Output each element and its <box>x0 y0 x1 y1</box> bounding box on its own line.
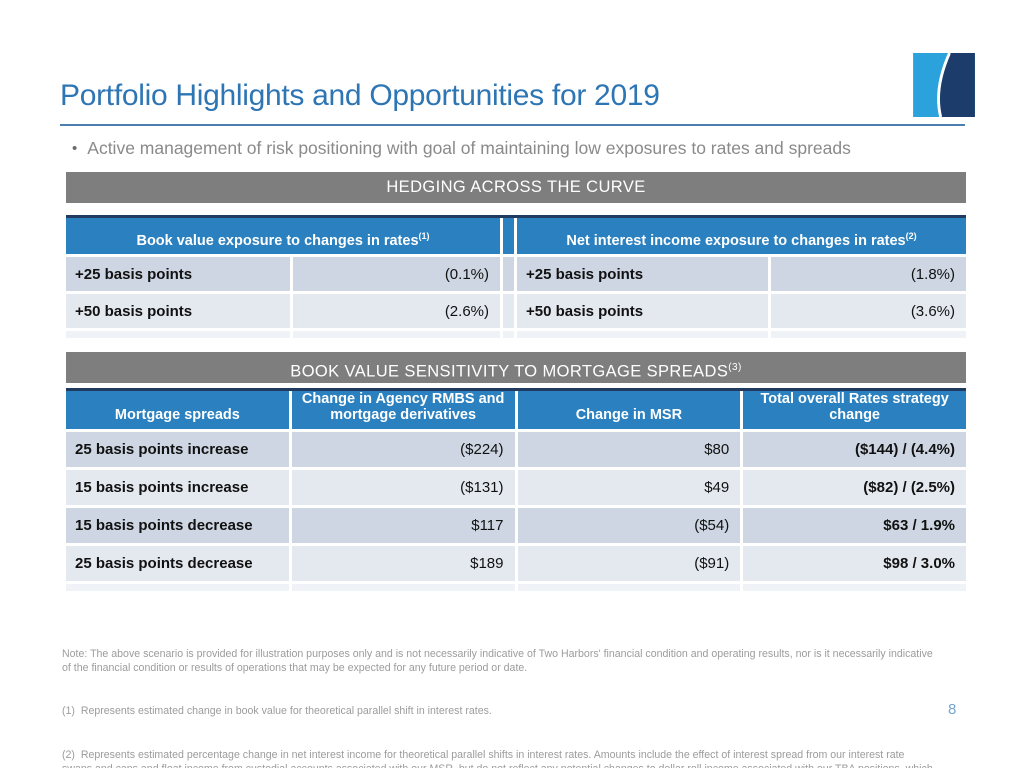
table-cell: +50 basis points <box>517 294 768 328</box>
hedging-right-header-footnote-ref: (2) <box>905 230 917 241</box>
hedging-left-table-header: Book value exposure to changes in rates(… <box>66 218 500 254</box>
page-number: 8 <box>948 701 957 718</box>
hedging-spacer-cell <box>503 257 514 291</box>
sensitivity-table-top-border <box>66 388 966 391</box>
bullet-text: Active management of risk positioning wi… <box>87 138 851 158</box>
hedging-spacer-cell <box>503 294 514 328</box>
footnote-note: Note: The above scenario is provided for… <box>62 647 936 675</box>
section-header-sensitivity-label: BOOK VALUE SENSITIVITY TO MORTGAGE SPREA… <box>290 362 729 381</box>
table-cell: +50 basis points <box>66 294 290 328</box>
table-bottom-strip <box>771 331 966 338</box>
table-cell: $49 <box>517 470 741 505</box>
hedging-spacer-header <box>503 218 514 254</box>
table-cell: (0.1%) <box>293 257 500 291</box>
hedging-left-header-label: Book value exposure to changes in rates <box>136 232 419 249</box>
table-cell: +25 basis points <box>517 257 768 291</box>
table-cell: 25 basis points increase <box>66 432 289 467</box>
table-bottom-strip <box>66 584 289 591</box>
section-header-sensitivity-footnote-ref: (3) <box>728 362 742 373</box>
section-header-sensitivity: BOOK VALUE SENSITIVITY TO MORTGAGE SPREA… <box>66 352 966 383</box>
table-cell: 15 basis points increase <box>66 470 289 505</box>
table-cell: ($131) <box>291 470 515 505</box>
table-cell: $98 / 3.0% <box>743 546 966 581</box>
table-cell: $189 <box>291 546 515 581</box>
table-cell: +25 basis points <box>66 257 290 291</box>
hedging-tables: Book value exposure to changes in rates(… <box>66 215 966 338</box>
table-cell: (1.8%) <box>771 257 966 291</box>
column-header-msr-change: Change in MSR <box>517 391 741 429</box>
sensitivity-table: Mortgage spreads Change in Agency RMBS a… <box>66 388 966 591</box>
bullet-icon: • <box>72 140 78 157</box>
footnote-1: (1) Represents estimated change in book … <box>62 705 492 718</box>
column-header-mortgage-spreads: Mortgage spreads <box>66 391 289 429</box>
hedging-right-table-header: Net interest income exposure to changes … <box>517 218 966 254</box>
table-bottom-strip <box>517 331 768 338</box>
table-bottom-strip <box>293 331 500 338</box>
table-cell: ($144) / (4.4%) <box>743 432 966 467</box>
column-header-total-change: Total overall Rates strategy change <box>743 391 966 429</box>
two-harbors-logo-icon <box>913 52 975 118</box>
table-cell: (3.6%) <box>771 294 966 328</box>
table-bottom-strip <box>517 584 741 591</box>
table-cell: ($54) <box>517 508 741 543</box>
table-bottom-strip <box>743 584 966 591</box>
section-header-hedging-label: HEDGING ACROSS THE CURVE <box>386 178 646 196</box>
table-cell: (2.6%) <box>293 294 500 328</box>
hedging-right-header-label: Net interest income exposure to changes … <box>566 232 906 249</box>
bullet-item: • Active management of risk positioning w… <box>72 138 972 159</box>
column-header-rmbs-change: Change in Agency RMBS and mortgage deriv… <box>291 391 515 429</box>
table-cell: $63 / 1.9% <box>743 508 966 543</box>
table-cell: ($224) <box>291 432 515 467</box>
section-header-hedging: HEDGING ACROSS THE CURVE <box>66 172 966 203</box>
title-divider <box>60 124 965 126</box>
page-title: Portfolio Highlights and Opportunities f… <box>60 79 660 112</box>
table-bottom-strip <box>503 331 514 338</box>
table-cell: $80 <box>517 432 741 467</box>
footnotes: Note: The above scenario is provided for… <box>62 618 934 768</box>
hedging-table-top-border <box>66 215 966 218</box>
table-bottom-strip <box>66 331 290 338</box>
table-cell: 15 basis points decrease <box>66 508 289 543</box>
table-cell: ($91) <box>517 546 741 581</box>
table-cell: $117 <box>291 508 515 543</box>
table-bottom-strip <box>291 584 515 591</box>
table-cell: 25 basis points decrease <box>66 546 289 581</box>
table-cell: ($82) / (2.5%) <box>743 470 966 505</box>
footnote-2: (2) Represents estimated percentage chan… <box>62 748 933 768</box>
hedging-left-header-footnote-ref: (1) <box>418 230 430 241</box>
